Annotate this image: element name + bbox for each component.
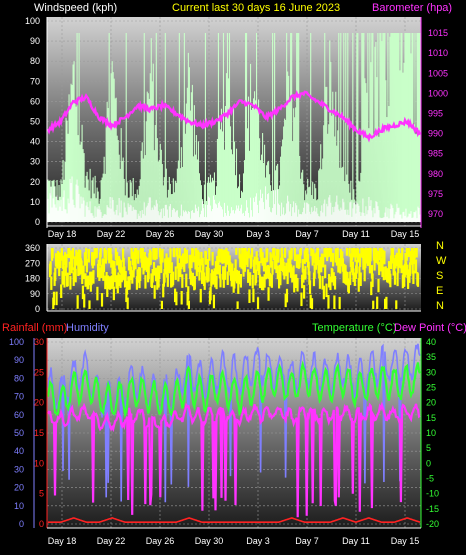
wind-tick-label: 100 xyxy=(25,16,40,26)
x-tick-label: Day 26 xyxy=(146,536,175,546)
wind-tick-label: 10 xyxy=(30,197,40,207)
x-tick-label: Day 18 xyxy=(48,536,77,546)
temperature-tick-label: 0 xyxy=(426,458,431,468)
x-tick-label: Day 26 xyxy=(146,229,175,239)
barometer-tick-label: 990 xyxy=(428,129,443,139)
rainfall-tick-label: 0 xyxy=(39,519,44,529)
temperature-tick-label: 15 xyxy=(426,413,436,423)
compass-letter: N xyxy=(436,240,444,252)
compass-letter: S xyxy=(436,270,443,282)
humidity-tick-label: 40 xyxy=(14,446,24,456)
x-tick-label: Day 11 xyxy=(342,536,370,546)
rainfall-tick-label: 15 xyxy=(34,428,44,438)
temperature-line xyxy=(46,360,421,419)
barometer-tick-label: 1015 xyxy=(428,28,448,38)
direction-tick-label: 360 xyxy=(25,243,40,253)
humidity-axis-title: Humidity xyxy=(66,322,109,334)
temperature-tick-label: 40 xyxy=(426,337,436,347)
x-tick-label: Day 3 xyxy=(246,536,270,546)
direction-tick-label: 180 xyxy=(25,274,40,284)
humidity-tick-label: 90 xyxy=(14,355,24,365)
barometer-tick-label: 985 xyxy=(428,149,443,159)
x-tick-label: Day 18 xyxy=(48,229,77,239)
wind-barometer-series xyxy=(46,33,422,222)
direction-tick-label: 90 xyxy=(30,289,40,299)
rainfall-tick-label: 20 xyxy=(34,398,44,408)
x-tick-label: Day 11 xyxy=(342,229,370,239)
x-tick-label: Day 22 xyxy=(97,536,126,546)
humidity-tick-label: 80 xyxy=(14,373,24,383)
compass-letter: N xyxy=(436,300,444,312)
barometer-tick-label: 1005 xyxy=(428,68,448,78)
humidity-tick-label: 30 xyxy=(14,464,24,474)
temperature-axis-title: Temperature (°C) xyxy=(312,322,396,334)
wind-tick-label: 50 xyxy=(30,117,40,127)
x-tick-label: Day 15 xyxy=(391,536,420,546)
wind-tick-label: 90 xyxy=(30,36,40,46)
rain-temp-series xyxy=(46,343,421,524)
wind-tick-label: 80 xyxy=(30,56,40,66)
rainfall-tick-label: 5 xyxy=(39,489,44,499)
humidity-tick-label: 50 xyxy=(14,428,24,438)
rainfall-tick-label: 10 xyxy=(34,458,44,468)
windspeed-axis-title: Windspeed (kph) xyxy=(34,2,117,14)
temperature-tick-label: -5 xyxy=(426,474,434,484)
barometer-tick-label: 970 xyxy=(428,209,443,219)
wind-tick-label: 20 xyxy=(30,177,40,187)
barometer-tick-label: 980 xyxy=(428,169,443,179)
temperature-tick-label: 20 xyxy=(426,398,436,408)
temperature-tick-label: -15 xyxy=(426,504,439,514)
temperature-tick-label: -20 xyxy=(426,519,439,529)
temperature-tick-label: 10 xyxy=(426,428,436,438)
x-tick-label: Day 7 xyxy=(295,536,319,546)
direction-tick-label: 0 xyxy=(35,304,40,314)
x-tick-label: Day 7 xyxy=(295,229,319,239)
humidity-tick-label: 0 xyxy=(19,519,24,529)
dewpoint-axis-title: Dew Point (°C) xyxy=(394,322,466,334)
temperature-tick-label: 5 xyxy=(426,443,431,453)
humidity-tick-label: 10 xyxy=(14,501,24,511)
temperature-tick-label: 35 xyxy=(426,352,436,362)
x-tick-label: Day 22 xyxy=(97,229,126,239)
wind-tick-label: 60 xyxy=(30,96,40,106)
dewpoint-line xyxy=(47,401,421,518)
temperature-tick-label: -10 xyxy=(426,489,439,499)
axes: 0102030405060708090100970975980985990995… xyxy=(9,16,448,546)
temperature-tick-label: 25 xyxy=(426,383,436,393)
rainfall-tick-label: 25 xyxy=(34,367,44,377)
wind-tick-label: 70 xyxy=(30,76,40,86)
barometer-line xyxy=(46,90,422,143)
wind-tick-label: 40 xyxy=(30,137,40,147)
compass-letter: W xyxy=(436,255,447,267)
rainfall-tick-label: 30 xyxy=(34,337,44,347)
direction-tick-label: 270 xyxy=(25,258,40,268)
barometer-tick-label: 1010 xyxy=(428,48,448,58)
rainfall-line xyxy=(48,517,421,524)
rainfall-axis-title: Rainfall (mm) xyxy=(2,322,67,334)
x-tick-label: Day 15 xyxy=(391,229,420,239)
wind-tick-label: 30 xyxy=(30,157,40,167)
barometer-tick-label: 1000 xyxy=(428,88,448,98)
chart-title: Current last 30 days 16 June 2023 xyxy=(172,2,340,14)
wind-direction-series xyxy=(48,248,420,309)
x-tick-label: Day 3 xyxy=(246,229,270,239)
x-tick-label: Day 30 xyxy=(195,536,224,546)
wind-tick-label: 0 xyxy=(35,217,40,227)
barometer-tick-label: 975 xyxy=(428,189,443,199)
humidity-tick-label: 70 xyxy=(14,392,24,402)
barometer-tick-label: 995 xyxy=(428,108,443,118)
compass-letter: E xyxy=(436,285,443,297)
humidity-tick-label: 20 xyxy=(14,483,24,493)
humidity-tick-label: 60 xyxy=(14,410,24,420)
barometer-axis-title: Barometer (hpa) xyxy=(372,2,452,14)
temperature-tick-label: 30 xyxy=(426,367,436,377)
humidity-tick-label: 100 xyxy=(9,337,24,347)
x-tick-label: Day 30 xyxy=(195,229,224,239)
